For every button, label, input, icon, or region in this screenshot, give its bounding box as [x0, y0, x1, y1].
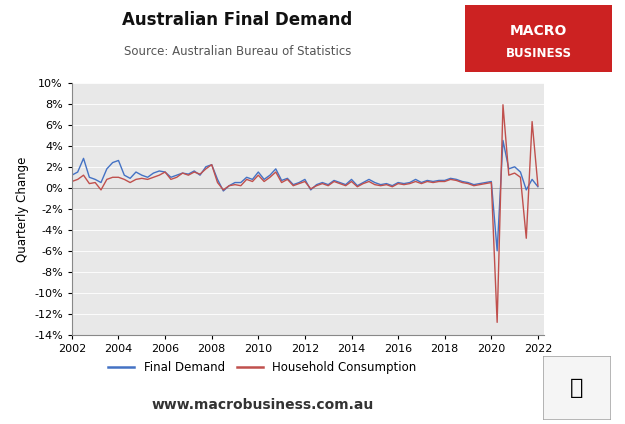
Household Consumption	[493, 320, 501, 325]
Text: Australian Final Demand: Australian Final Demand	[122, 11, 352, 28]
Final Demand	[68, 173, 76, 178]
Household Consumption	[412, 179, 419, 184]
Text: MACRO: MACRO	[510, 24, 567, 38]
Text: www.macrobusiness.com.au: www.macrobusiness.com.au	[151, 398, 374, 412]
Household Consumption	[534, 183, 542, 188]
Household Consumption	[470, 183, 478, 188]
Final Demand	[470, 182, 478, 187]
Household Consumption	[68, 179, 76, 184]
Household Consumption	[488, 180, 495, 185]
Household Consumption	[359, 181, 367, 186]
Line: Final Demand: Final Demand	[72, 140, 538, 251]
Final Demand	[488, 179, 495, 184]
Text: Source: Australian Bureau of Statistics: Source: Australian Bureau of Statistics	[124, 45, 351, 58]
Legend: Final Demand, Household Consumption: Final Demand, Household Consumption	[104, 357, 421, 379]
Final Demand	[324, 182, 332, 187]
Y-axis label: Quarterly Change: Quarterly Change	[16, 156, 29, 262]
Household Consumption	[447, 177, 454, 182]
Household Consumption	[324, 183, 332, 188]
Household Consumption	[499, 102, 507, 107]
Text: 🐺: 🐺	[569, 377, 583, 398]
Final Demand	[534, 184, 542, 189]
Final Demand	[493, 248, 501, 254]
Text: BUSINESS: BUSINESS	[506, 47, 571, 60]
Final Demand	[447, 176, 454, 181]
Final Demand	[412, 177, 419, 182]
Final Demand	[499, 138, 507, 143]
Line: Household Consumption: Household Consumption	[72, 105, 538, 322]
Final Demand	[359, 180, 367, 185]
